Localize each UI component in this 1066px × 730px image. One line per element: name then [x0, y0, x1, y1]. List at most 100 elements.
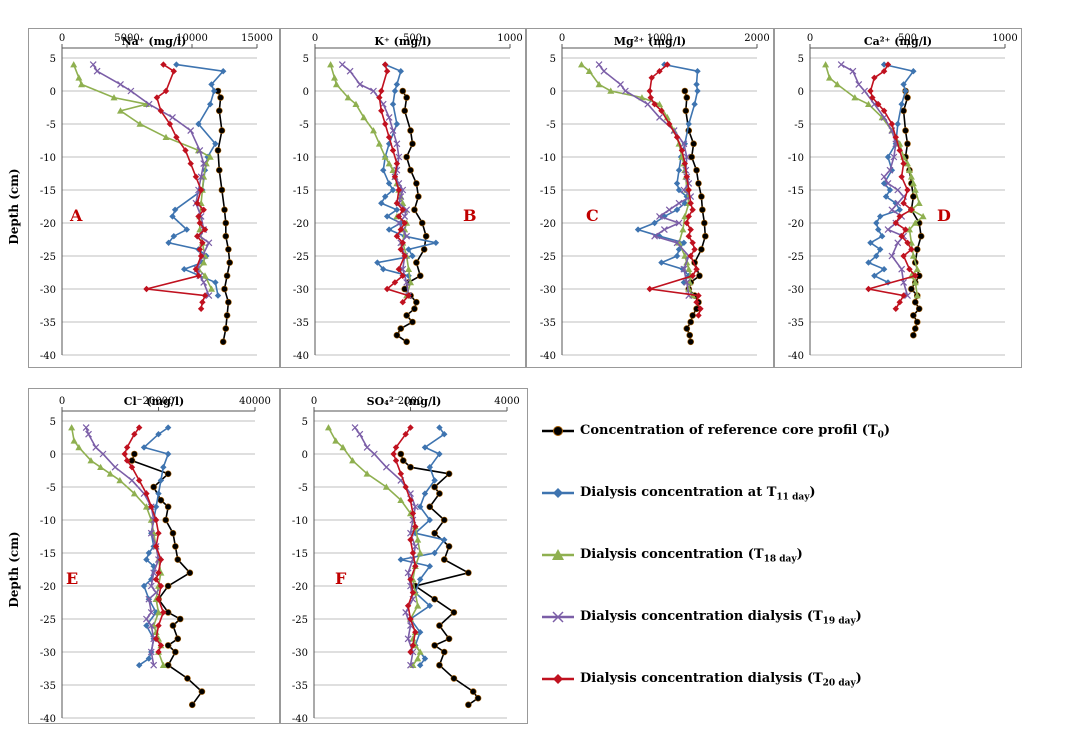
data-point: [698, 193, 705, 200]
data-point: [431, 483, 438, 491]
data-point: [159, 661, 167, 668]
y-tick-label: 5: [550, 54, 556, 65]
data-point: [465, 701, 472, 709]
data-point: [221, 285, 228, 293]
data-point: [356, 430, 364, 438]
data-point: [194, 233, 201, 240]
data-point: [155, 596, 162, 603]
data-point: [399, 239, 406, 246]
series-t11: [634, 61, 701, 286]
data-point: [647, 94, 654, 101]
data-point: [915, 199, 923, 206]
data-point: [873, 252, 880, 260]
data-point: [155, 431, 162, 438]
data-point: [160, 61, 167, 68]
data-point: [169, 213, 176, 220]
data-point: [332, 437, 340, 444]
data-point: [855, 80, 863, 88]
data-point: [687, 226, 694, 233]
data-point: [157, 556, 165, 563]
data-point: [405, 292, 412, 299]
data-point: [393, 331, 401, 339]
data-point: [393, 200, 401, 207]
data-point: [407, 648, 414, 656]
data-point: [407, 166, 414, 174]
y-tick-label: -5: [546, 120, 556, 131]
data-point: [117, 80, 124, 88]
data-point: [195, 120, 202, 128]
series-line: [70, 427, 165, 666]
data-point: [644, 100, 652, 108]
y-tick-label: 5: [302, 417, 308, 428]
data-point: [681, 252, 689, 259]
data-point: [902, 226, 909, 233]
data-point: [413, 180, 420, 187]
data-point: [426, 563, 433, 570]
data-point: [351, 424, 359, 432]
data-point: [221, 206, 228, 214]
panel-f: 50-5-10-15-20-25-30-35-400 2000 4000SO₄²⁻ …: [280, 388, 528, 724]
y-tick-label: 0: [50, 87, 56, 98]
data-point: [375, 140, 383, 147]
chart-title: SO₄²⁻ (mg/l): [367, 395, 442, 408]
data-point: [431, 477, 438, 484]
series-line: [341, 63, 410, 296]
data-point: [413, 259, 420, 266]
series-t19: [351, 424, 419, 669]
data-point: [896, 206, 903, 213]
data-point: [195, 272, 202, 279]
data-point: [212, 279, 219, 286]
data-point: [155, 648, 162, 656]
data-point: [142, 503, 150, 510]
data-point: [212, 140, 219, 147]
data-point: [595, 80, 603, 88]
data-point: [445, 635, 453, 643]
data-point: [172, 648, 179, 656]
y-tick-label: -15: [540, 186, 556, 197]
data-point: [93, 67, 101, 75]
data-point: [183, 226, 190, 233]
data-point: [694, 87, 701, 95]
data-point: [164, 642, 172, 649]
data-point: [905, 226, 913, 233]
data-point: [904, 160, 911, 167]
data-point: [147, 582, 155, 590]
y-tick-label: -40: [540, 351, 556, 362]
data-point: [123, 457, 131, 464]
y-tick-label: -15: [40, 549, 56, 560]
data-point: [401, 107, 409, 115]
data-point: [393, 140, 401, 148]
data-point: [186, 569, 194, 577]
data-point: [687, 318, 695, 326]
data-point: [426, 516, 433, 524]
data-point: [431, 642, 438, 649]
data-point: [403, 232, 411, 240]
legend-item-T19: Dialysis concentration dialysis (T19 day…: [540, 606, 1060, 634]
legend-marker-t0: [542, 426, 574, 436]
data-point: [683, 153, 691, 161]
data-point: [416, 629, 424, 636]
data-point: [913, 265, 921, 272]
data-point: [411, 503, 419, 511]
chart-title: Ca²⁺ (mg/l): [864, 35, 932, 48]
data-point: [900, 252, 907, 260]
data-point: [867, 87, 874, 95]
data-point: [440, 648, 448, 656]
data-point: [152, 576, 160, 583]
data-point: [148, 503, 155, 510]
data-point: [128, 464, 136, 471]
y-tick-label: -5: [299, 120, 309, 131]
data-point: [403, 94, 410, 101]
data-point: [450, 675, 458, 682]
data-point: [207, 101, 214, 108]
legend-item-T0: Concentration of reference core profil (…: [540, 420, 1060, 448]
data-point: [440, 516, 448, 524]
data-point: [450, 609, 458, 616]
data-point: [145, 549, 153, 557]
data-point: [78, 80, 85, 88]
data-point: [411, 206, 418, 214]
series-t20: [143, 61, 209, 312]
data-point: [397, 246, 404, 253]
data-point: [875, 226, 882, 233]
y-tick-label: -40: [788, 351, 804, 362]
